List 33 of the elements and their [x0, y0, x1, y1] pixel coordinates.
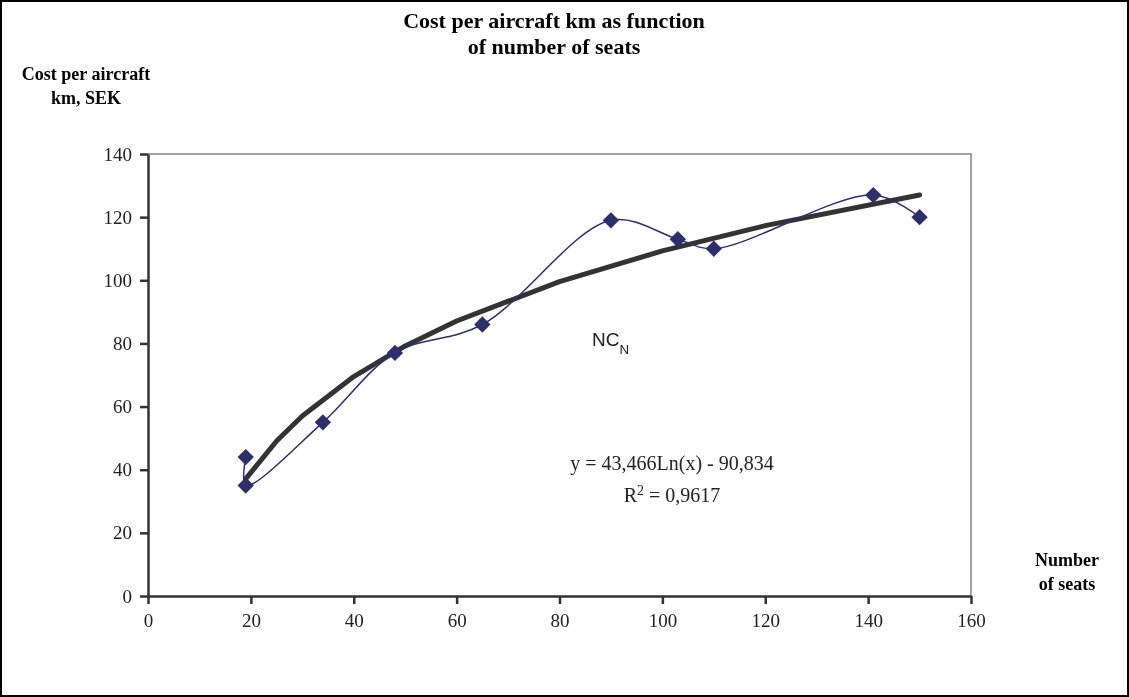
point [911, 208, 928, 226]
point [705, 240, 722, 257]
x-tick-label: 160 [957, 610, 986, 632]
x-axis-title: Number of seats [1035, 550, 1099, 594]
x-tick-label: 120 [751, 610, 780, 632]
y-tick-label: 80 [113, 333, 132, 355]
point [386, 344, 404, 362]
x-tick-label: 100 [648, 610, 678, 632]
point [237, 448, 254, 466]
y-tick-label: 0 [122, 585, 132, 607]
point [669, 231, 686, 248]
x-tick-label: 60 [447, 610, 467, 632]
annotation: NC$_{N}$ [592, 329, 630, 357]
y-tick-label: 140 [103, 143, 132, 165]
y-tick-label: 40 [113, 459, 132, 481]
y-tick-label: 20 [113, 522, 132, 544]
x-tick-label: 140 [854, 610, 883, 632]
x-tick-label: 0 [143, 610, 154, 632]
y-tick-label: 100 [103, 269, 132, 291]
point [602, 212, 620, 229]
y-tick-label: 120 [103, 206, 132, 228]
x-tick-label: 40 [344, 610, 364, 632]
y-tick-label: 60 [113, 396, 132, 418]
point [314, 414, 332, 431]
annotation: y = 43,466Ln(x) - 90,834 [570, 452, 774, 475]
point [474, 316, 491, 333]
point [865, 186, 882, 204]
annotation: R$^{2}$ = 0,9617 [623, 482, 721, 506]
x-tick-label: 20 [241, 610, 261, 632]
point [237, 477, 254, 494]
x-tick-label: 80 [550, 610, 570, 632]
y-axis-title: Cost per aircraft km, SEK [21, 64, 151, 108]
chart-title: Cost per aircraft km as function of number of seats [403, 8, 705, 59]
